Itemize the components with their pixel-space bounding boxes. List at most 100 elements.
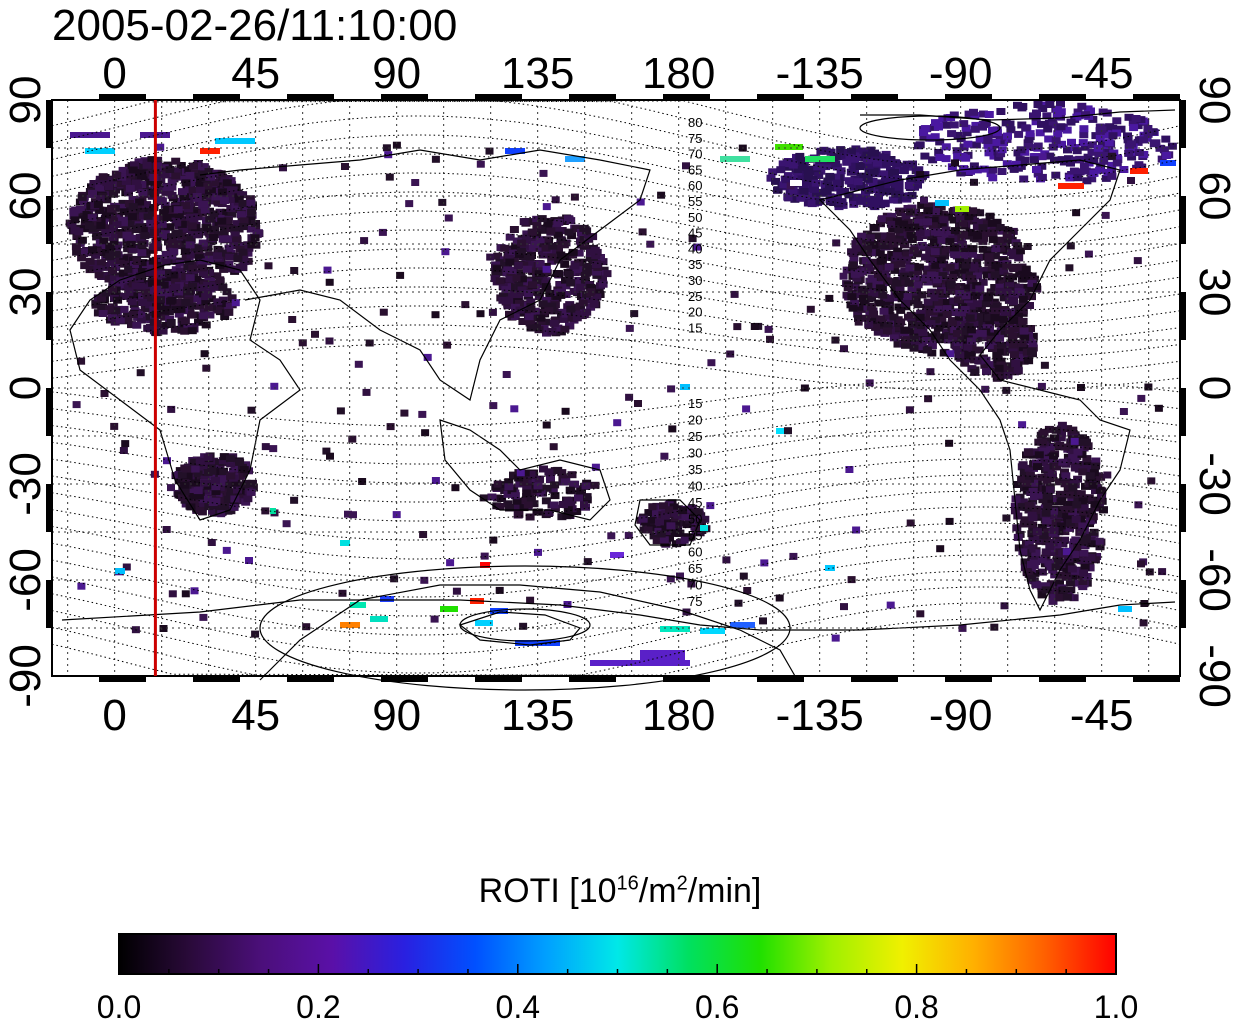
roti-cell (997, 342, 1007, 350)
roti-cell (935, 138, 945, 146)
contour-label: 25 (688, 429, 702, 444)
roti-cell (975, 135, 985, 143)
roti-cell (184, 166, 194, 174)
roti-cell (542, 421, 551, 429)
roti-cell (104, 275, 114, 283)
roti-cell (1055, 478, 1064, 486)
roti-cell (880, 153, 890, 161)
roti-cell (1030, 156, 1039, 164)
roti-cell (1048, 511, 1058, 519)
roti-cell (574, 249, 584, 257)
roti-cell (147, 209, 157, 217)
roti-cell (1060, 468, 1069, 476)
roti-cell (578, 299, 588, 307)
roti-cell (930, 248, 940, 256)
roti-cell (826, 148, 836, 156)
roti-cell (565, 156, 585, 162)
roti-cell (176, 305, 186, 313)
roti-cell (922, 265, 932, 273)
roti-cell (1046, 580, 1056, 588)
roti-cell (1008, 341, 1018, 349)
roti-cell (116, 180, 126, 188)
roti-cell (583, 493, 592, 501)
roti-cell (1005, 280, 1015, 288)
roti-cell (182, 465, 192, 473)
roti-cell (380, 596, 394, 602)
roti-cell (913, 281, 923, 289)
roti-cell (251, 630, 260, 638)
roti-cell (957, 240, 967, 248)
roti-cell (495, 277, 505, 285)
roti-cell (1000, 330, 1010, 338)
roti-cell (119, 208, 129, 216)
roti-cell (1073, 108, 1083, 116)
roti-cell (548, 486, 558, 494)
roti-cell (199, 163, 209, 171)
roti-cell (1083, 465, 1093, 472)
roti-cell (171, 230, 181, 238)
colorbar-tick-label: 1.0 (1094, 989, 1138, 1024)
colorbar-tick-label: 0.8 (894, 989, 938, 1024)
roti-cell (910, 223, 920, 231)
roti-cell (117, 203, 127, 211)
roti-cell (491, 270, 501, 278)
roti-cell (189, 162, 198, 170)
roti-cell (539, 325, 549, 332)
roti-cell (893, 175, 902, 183)
roti-cell (561, 310, 571, 318)
roti-cell (877, 238, 886, 246)
roti-cell (224, 244, 234, 252)
roti-cell (1037, 523, 1047, 531)
roti-cell (243, 495, 253, 503)
roti-cell (1018, 300, 1028, 307)
roti-cell (167, 191, 177, 199)
roti-cell (1037, 162, 1047, 170)
roti-cell (443, 341, 452, 349)
roti-cell (939, 216, 949, 224)
roti-cell (120, 292, 129, 300)
roti-cell (916, 309, 926, 317)
roti-cell (505, 275, 515, 283)
roti-cell (1028, 514, 1038, 522)
roti-cell (930, 238, 939, 246)
roti-cell (878, 215, 887, 223)
roti-cell (165, 279, 175, 287)
roti-cell (1048, 507, 1058, 515)
roti-cell (503, 490, 513, 498)
roti-cell (1024, 540, 1034, 548)
roti-cell (526, 496, 536, 503)
roti-cell (251, 220, 260, 227)
roti-cell (156, 196, 166, 204)
contour-label: 30 (688, 446, 702, 461)
frame-bar (1180, 100, 1186, 148)
roti-cell (932, 276, 942, 283)
roti-cell (1078, 497, 1088, 505)
roti-cell (986, 288, 996, 296)
roti-cell (966, 302, 976, 310)
roti-cell (1119, 166, 1129, 173)
roti-cell (1010, 507, 1020, 515)
roti-cell (131, 282, 140, 290)
frame-bar (287, 676, 334, 682)
roti-cell (215, 208, 225, 216)
coastline (69, 259, 301, 521)
roti-cell (982, 368, 991, 376)
contour-label: 55 (688, 528, 702, 543)
roti-cell (1108, 132, 1118, 140)
roti-cell (660, 452, 669, 460)
roti-cell (933, 298, 943, 306)
coastline (458, 611, 582, 646)
roti-cell (510, 303, 520, 311)
roti-cell (968, 285, 978, 293)
roti-cell (207, 467, 217, 475)
roti-cell (547, 327, 557, 335)
roti-cell (682, 521, 692, 529)
roti-cell (1048, 539, 1058, 547)
roti-cell (905, 264, 915, 272)
roti-cell (1078, 468, 1088, 476)
roti-cell (907, 204, 917, 212)
roti-cell (859, 298, 869, 306)
roti-cell (487, 493, 497, 501)
roti-cell (987, 219, 997, 227)
roti-cell (188, 264, 198, 272)
